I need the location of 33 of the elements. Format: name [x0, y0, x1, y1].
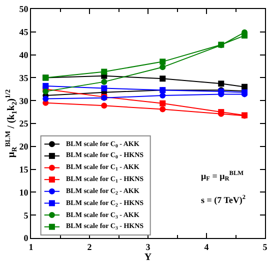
x-tick-label: 3 [146, 242, 151, 252]
y-tick-label: 20 [19, 142, 29, 152]
point [42, 96, 49, 102]
x-tick-label: 1 [28, 242, 34, 252]
point [101, 78, 108, 85]
x-tick-label: 5 [262, 242, 268, 252]
y-tick-label: 15 [19, 164, 29, 174]
point [160, 106, 166, 112]
point [160, 64, 166, 70]
y-tick-label: 50 [19, 4, 29, 14]
y-tick-label: 40 [19, 50, 29, 60]
y-tick-label: 25 [19, 118, 29, 129]
point [160, 100, 166, 106]
y-tick-label: 35 [19, 72, 29, 83]
point [218, 80, 224, 87]
y-tick-label: 45 [19, 27, 29, 38]
point [101, 68, 108, 75]
y-tick-label: 0 [24, 233, 29, 244]
x-tick-label: 2 [87, 242, 92, 252]
y-tick-label: 5 [24, 210, 29, 220]
x-axis-title: Y [144, 252, 152, 263]
point [160, 76, 166, 82]
y-tick-label: 10 [19, 187, 29, 198]
point [160, 92, 166, 99]
point [42, 82, 49, 89]
y-tick-label: 30 [19, 96, 29, 106]
annotation: s = (7 TeV)$^{2}$ [201, 194, 246, 205]
point [242, 84, 248, 90]
point [160, 58, 166, 65]
x-tick-label: 4 [204, 242, 210, 252]
point [101, 102, 108, 109]
point [101, 85, 108, 92]
point [242, 32, 248, 39]
